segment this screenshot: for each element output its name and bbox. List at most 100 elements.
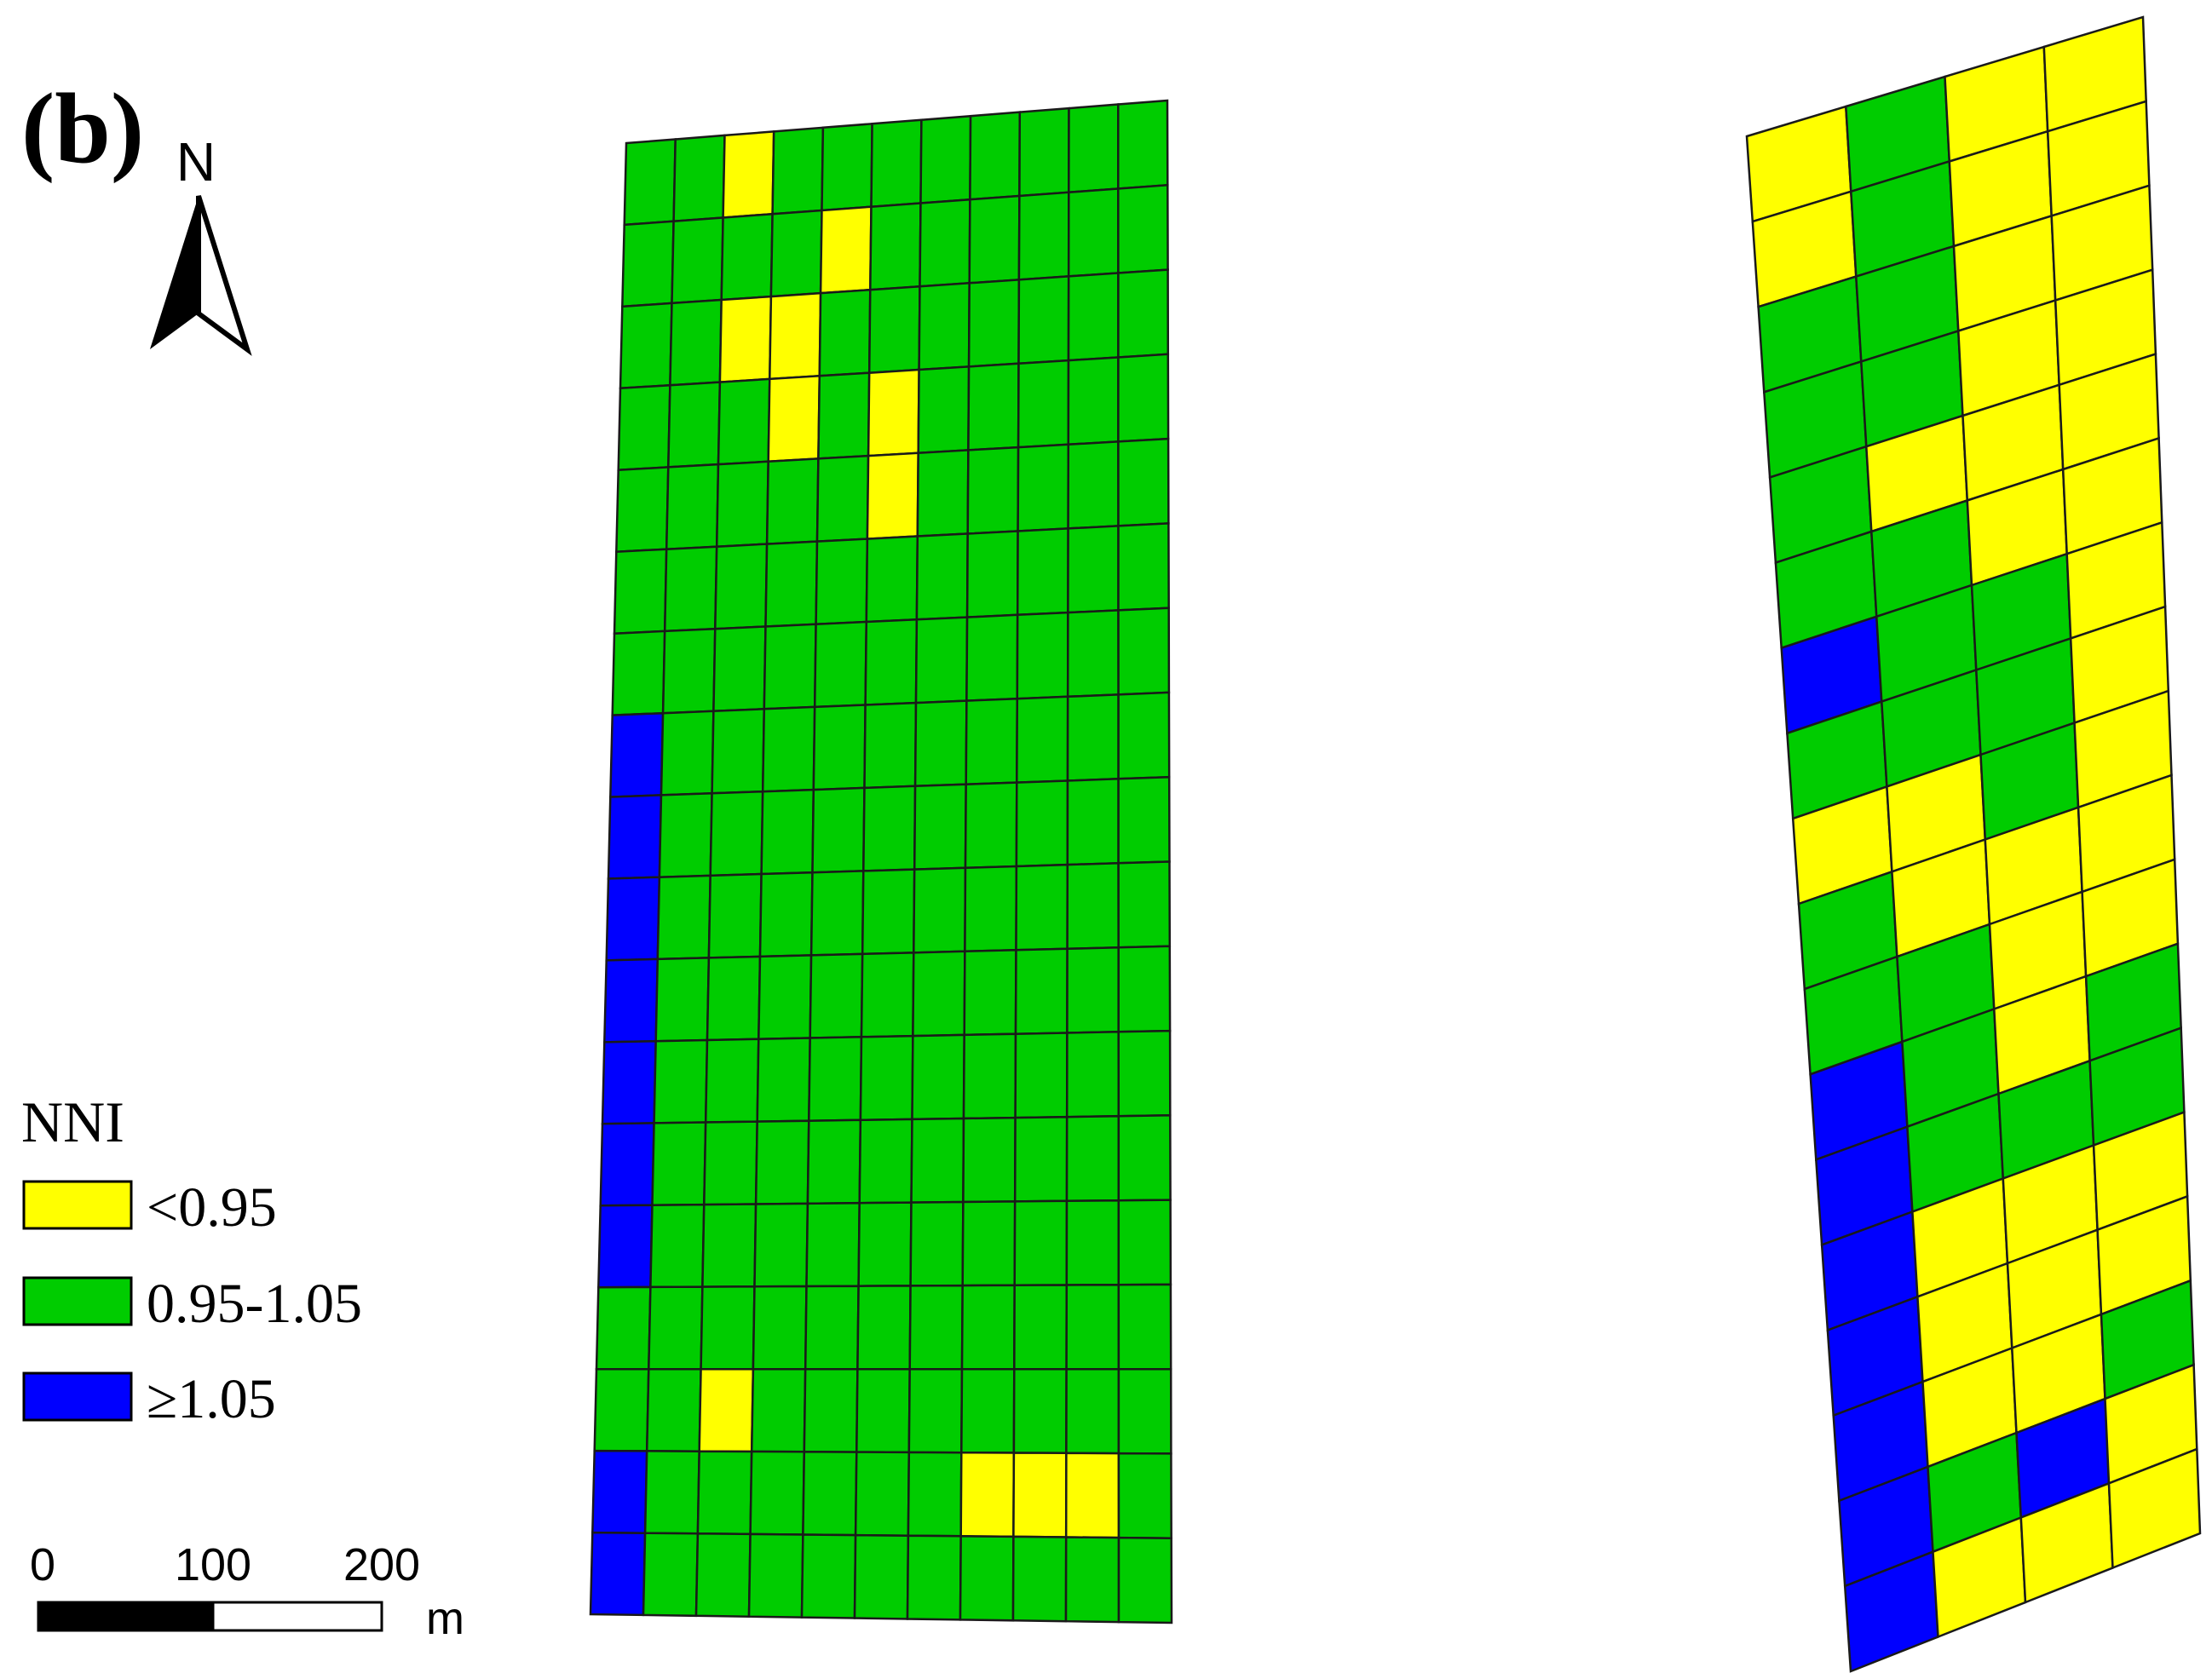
field-parcel [753, 1202, 809, 1288]
field-parcel [642, 1532, 700, 1618]
scale-bar-black [37, 1601, 215, 1632]
field-parcel [1065, 1031, 1120, 1118]
field-parcel [821, 122, 873, 212]
field-parcel [643, 1450, 700, 1535]
field-parcel [1117, 691, 1171, 780]
field-parcel [963, 949, 1017, 1037]
field-parcel [1066, 609, 1120, 699]
field-parcel [651, 1121, 707, 1206]
field-parcel [867, 368, 920, 457]
field-parcel [964, 781, 1018, 870]
field-parcel [613, 548, 668, 635]
field-parcel [919, 114, 972, 204]
west-field [589, 99, 1173, 1624]
field-parcel [712, 625, 767, 713]
field-parcel [1117, 353, 1170, 443]
field-parcel [854, 1451, 911, 1537]
field-parcel [1067, 440, 1120, 530]
field-parcel [961, 1200, 1017, 1287]
field-parcel [667, 381, 722, 469]
field-parcel [703, 1120, 758, 1206]
field-parcel [623, 138, 677, 227]
field-parcel [813, 620, 868, 709]
field-parcel [654, 957, 711, 1043]
field-parcel [1117, 183, 1169, 274]
field-parcel [761, 705, 816, 793]
legend-label-mid: 0.95-1.05 [147, 1273, 362, 1335]
field-parcel [964, 865, 1018, 953]
field-parcel [758, 871, 814, 958]
field-parcel [1015, 779, 1069, 868]
field-parcel [747, 1532, 804, 1619]
field-parcel [862, 785, 917, 872]
scale-unit: m [426, 1593, 464, 1644]
legend: NNI <0.95 0.95-1.05 ≥1.05 [21, 1090, 362, 1430]
field-parcel [1117, 268, 1170, 359]
field-parcel [701, 1203, 757, 1288]
field-parcel [1066, 778, 1120, 866]
field-parcel [661, 627, 717, 715]
field-parcel [914, 616, 969, 704]
field-parcel [1013, 1115, 1069, 1203]
field-parcel [863, 701, 918, 790]
field-parcel [908, 1284, 964, 1371]
field-parcel [700, 1285, 756, 1371]
field-parcel [913, 699, 968, 788]
field-parcel [621, 220, 675, 308]
field-parcel [1014, 1032, 1069, 1119]
field-parcel [809, 870, 865, 957]
field-parcel [619, 302, 673, 390]
field-parcel [696, 1450, 753, 1536]
north-arrow-icon: N [150, 131, 252, 356]
field-parcel [861, 868, 916, 956]
field-parcel [609, 711, 665, 798]
field-parcel [1117, 437, 1170, 527]
field-parcel [615, 466, 670, 554]
field-parcel [1011, 1535, 1068, 1623]
field-parcel [800, 1533, 857, 1619]
field-parcel [815, 538, 869, 626]
field-parcel [1067, 525, 1120, 614]
field-parcel [919, 198, 971, 288]
field-parcel [1018, 106, 1070, 198]
field-parcel [1066, 693, 1120, 782]
field-parcel [765, 457, 820, 545]
field-parcel [967, 279, 1021, 368]
field-parcel [757, 954, 813, 1041]
field-parcel [864, 618, 919, 706]
field-parcel [771, 126, 825, 216]
field-parcel [967, 362, 1020, 451]
field-parcel [660, 710, 715, 796]
field-parcel [656, 874, 711, 961]
field-parcel [709, 790, 764, 877]
field-parcel [1117, 1029, 1172, 1118]
field-parcel [867, 285, 921, 375]
field-parcel [601, 1039, 657, 1125]
field-parcel [605, 876, 661, 962]
field-parcel [597, 1204, 654, 1289]
panel-label: (b) [21, 72, 144, 184]
field-parcel [1117, 1536, 1173, 1624]
field-parcel [603, 957, 660, 1044]
field-parcel [811, 786, 866, 874]
field-parcel [649, 1203, 706, 1289]
scale-label-100: 100 [175, 1539, 251, 1590]
field-parcel [856, 1285, 912, 1371]
field-parcel [802, 1451, 858, 1537]
field-parcel [1117, 1367, 1172, 1455]
field-parcel [591, 1449, 648, 1534]
field-parcel [907, 1367, 964, 1454]
field-parcel [669, 298, 723, 387]
field-parcel [965, 613, 1019, 702]
field-parcel [962, 1116, 1017, 1204]
field-parcel [763, 623, 817, 710]
field-parcel [818, 288, 872, 377]
field-parcel [913, 783, 967, 871]
field-parcel [909, 1200, 965, 1287]
field-parcel [764, 540, 819, 628]
field-parcel [694, 1532, 752, 1618]
field-parcel [1017, 191, 1070, 281]
field-parcel [607, 794, 663, 880]
field-parcel [715, 460, 769, 549]
